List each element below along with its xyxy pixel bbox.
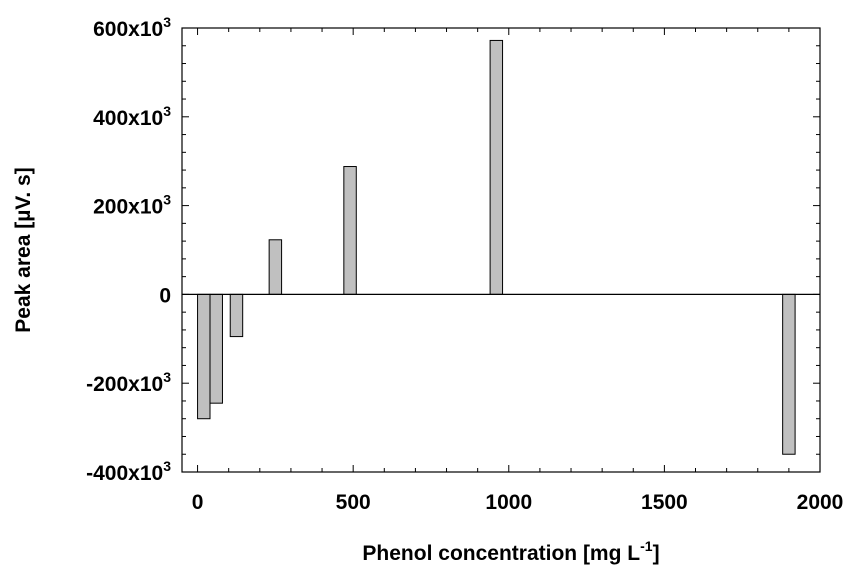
y-tick-label: 200x103 bbox=[93, 192, 171, 219]
bar-1 bbox=[209, 293, 223, 404]
y-tick-label: -400x103 bbox=[86, 458, 171, 485]
y-tick-label: 0 bbox=[159, 284, 171, 307]
plot-frame bbox=[181, 27, 821, 473]
y-tick-label: 400x103 bbox=[93, 103, 171, 130]
bar-4 bbox=[343, 166, 357, 295]
bar-5 bbox=[489, 39, 504, 295]
x-axis-title: Phenol concentration [mg L-1] bbox=[362, 538, 659, 565]
bar-6 bbox=[782, 293, 796, 455]
y-axis: 600x103 400x103 200x103 0 -200x103 -400x103 bbox=[86, 14, 820, 485]
x-tick-label: 2000 bbox=[797, 491, 844, 514]
x-tick-label: 1000 bbox=[485, 491, 532, 514]
bar-0 bbox=[197, 293, 211, 420]
x-axis: 0 500 1000 1500 2000 bbox=[192, 28, 844, 514]
x-tick-label: 0 bbox=[192, 491, 204, 514]
bar-3 bbox=[268, 239, 283, 295]
x-tick-label: 500 bbox=[336, 491, 371, 514]
bar-2 bbox=[229, 293, 244, 338]
y-tick-label: -200x103 bbox=[86, 369, 171, 396]
y-axis-title: Peak area [µV. s] bbox=[12, 167, 35, 332]
bars-layer bbox=[197, 39, 796, 455]
x-tick-label: 1500 bbox=[641, 491, 688, 514]
y-tick-label: 600x103 bbox=[93, 14, 171, 41]
